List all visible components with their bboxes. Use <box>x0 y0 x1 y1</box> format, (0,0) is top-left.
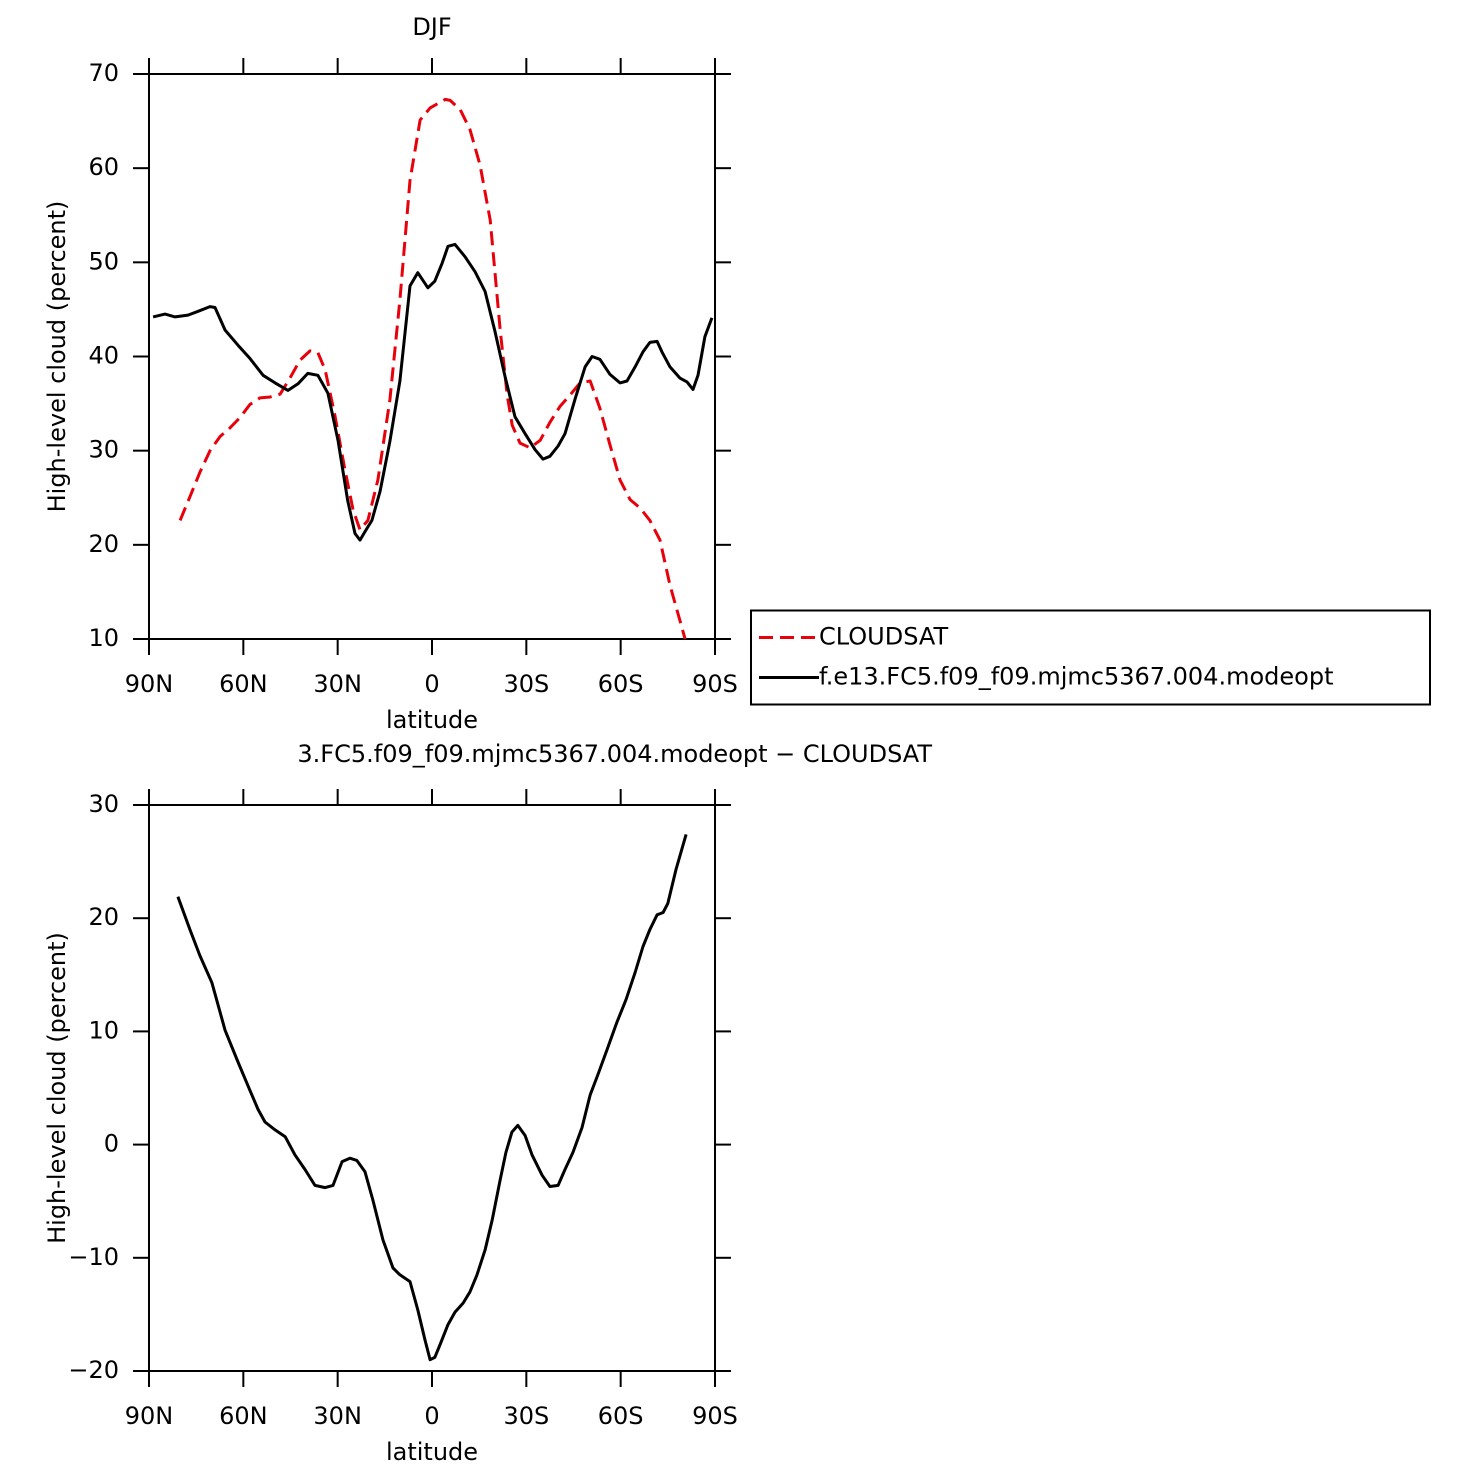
y-axis-label: High-level cloud (percent) <box>43 201 71 513</box>
legend-label: CLOUDSAT <box>819 623 948 651</box>
x-tick-label: 30N <box>313 1402 362 1430</box>
legend-box <box>750 609 1431 706</box>
y-tick-label: 20 <box>88 903 119 931</box>
x-tick-label: 60N <box>219 670 268 698</box>
x-tick-label: 60S <box>598 1402 644 1430</box>
x-tick-label: 0 <box>424 670 439 698</box>
x-tick-label: 30S <box>503 670 549 698</box>
x-tick-label: 30N <box>313 670 362 698</box>
data-line <box>152 242 714 542</box>
y-tick-label: −20 <box>68 1356 119 1384</box>
x-tick-label: 90S <box>692 670 738 698</box>
y-tick-label: 70 <box>88 59 119 87</box>
y-tick-label: 10 <box>88 1016 119 1044</box>
y-tick-label: 50 <box>88 247 119 275</box>
chart-title: 3.FC5.f09_f09.mjmc5367.004.modeopt − CLO… <box>297 740 932 768</box>
x-tick-label: 60S <box>598 670 644 698</box>
plot-frame <box>148 73 716 640</box>
x-tick-label: 90S <box>692 1402 738 1430</box>
y-tick-label: 40 <box>88 342 119 370</box>
x-tick-label: 90N <box>125 1402 174 1430</box>
y-tick-label: 20 <box>88 530 119 558</box>
data-line <box>176 833 688 1362</box>
legend-label: f.e13.FC5.f09_f09.mjmc5367.004.modeopt <box>819 663 1334 691</box>
plot-frame <box>148 804 716 1372</box>
x-tick-label: 30S <box>503 1402 549 1430</box>
y-tick-label: 0 <box>104 1130 119 1158</box>
x-tick-label: 0 <box>424 1402 439 1430</box>
y-tick-label: 30 <box>88 436 119 464</box>
x-tick-label: 60N <box>219 1402 268 1430</box>
x-axis-label: latitude <box>386 1438 478 1466</box>
y-tick-label: 60 <box>88 153 119 181</box>
x-tick-label: 90N <box>125 670 174 698</box>
y-tick-label: 30 <box>88 790 119 818</box>
y-tick-label: −10 <box>68 1243 119 1271</box>
y-axis-label: High-level cloud (percent) <box>43 932 71 1244</box>
x-axis-label: latitude <box>386 706 478 734</box>
y-tick-label: 10 <box>88 624 119 652</box>
chart-title: DJF <box>412 13 451 41</box>
data-line <box>178 97 687 639</box>
